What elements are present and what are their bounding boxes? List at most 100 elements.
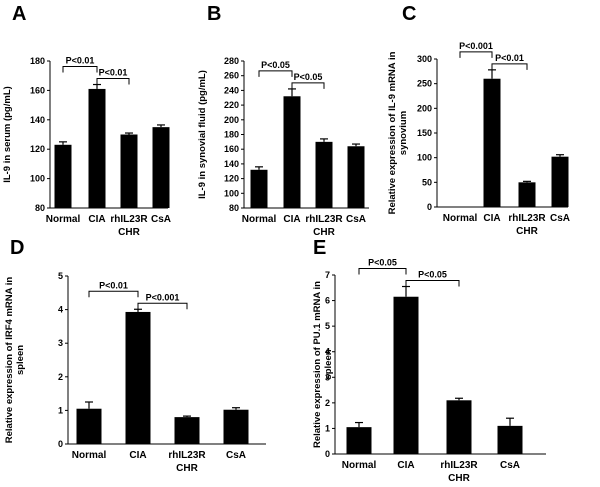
y-tick-label: 180 bbox=[224, 130, 239, 140]
y-tick-label: 260 bbox=[224, 71, 239, 81]
y-tick-label: 7 bbox=[325, 270, 330, 280]
y-axis-label-line: spleen bbox=[323, 349, 334, 379]
p-value-label: P<0.05 bbox=[368, 258, 397, 268]
p-value-label: P<0.01 bbox=[99, 280, 128, 290]
y-tick-label: 50 bbox=[422, 177, 432, 187]
y-tick-label: 2 bbox=[325, 398, 330, 408]
bar-rhil23r bbox=[120, 134, 138, 208]
y-axis-label: Relative expression of PU.1 mRNA insplee… bbox=[312, 281, 334, 448]
category-label: rhIL23R bbox=[168, 450, 206, 461]
y-tick-label: 0 bbox=[58, 439, 63, 449]
bar-normal bbox=[250, 169, 268, 208]
y-tick-label: 250 bbox=[417, 79, 432, 89]
category-label: rhIL23R bbox=[305, 214, 343, 225]
y-axis-label: Relative expression of IRF4 mRNA insplee… bbox=[4, 277, 26, 444]
p-value-label: P<0.001 bbox=[459, 41, 493, 51]
chart-panel-a: A 80 100 120 140 160 180 IL-9 in serum (pg/mL) N… bbox=[2, 3, 171, 238]
significance-bracket bbox=[62, 66, 98, 73]
panel-label: B bbox=[207, 3, 221, 25]
y-tick-label: 140 bbox=[224, 159, 239, 169]
y-tick-label: 200 bbox=[417, 103, 432, 113]
bar-normal bbox=[451, 206, 469, 208]
chart-panel-c: C 0 50 100 150 200 250 300 Relative expression o… bbox=[387, 3, 570, 237]
y-tick-label: 3 bbox=[58, 338, 63, 348]
category-label: rhIL23R bbox=[440, 460, 478, 471]
bar-csa bbox=[497, 425, 523, 454]
category-label: CsA bbox=[151, 214, 171, 225]
y-tick-label: 280 bbox=[224, 56, 239, 66]
bar-cia bbox=[88, 88, 106, 208]
y-tick-label: 1 bbox=[58, 405, 63, 415]
significance-bracket bbox=[491, 63, 528, 70]
chart-panel-b: B 80 100 120 140 160 180 200 220 240 260 280 IL-9 in… bbox=[197, 3, 369, 238]
y-tick-label: 1 bbox=[325, 423, 330, 433]
category-sublabel: CHR bbox=[118, 227, 140, 238]
p-value-label: P<0.05 bbox=[294, 72, 323, 82]
bar-cia bbox=[283, 96, 301, 208]
panel-label: D bbox=[10, 237, 24, 259]
p-value-label: P<0.01 bbox=[66, 56, 95, 66]
category-label: CsA bbox=[226, 450, 246, 461]
panel-label: A bbox=[12, 3, 26, 25]
p-value-label: P<0.05 bbox=[418, 270, 447, 280]
y-tick-label: 100 bbox=[30, 174, 45, 184]
y-tick-label: 180 bbox=[30, 56, 45, 66]
category-label: CsA bbox=[550, 213, 570, 224]
y-tick-label: 240 bbox=[224, 85, 239, 95]
y-axis-label: IL-9 in serum (pg/mL) bbox=[2, 86, 13, 183]
category-label: CsA bbox=[500, 460, 520, 471]
category-label: CIA bbox=[397, 460, 414, 471]
panel-label: C bbox=[402, 3, 416, 25]
bar-csa bbox=[347, 146, 365, 208]
category-label: Normal bbox=[342, 460, 377, 471]
bar-rhil23r bbox=[174, 417, 200, 444]
significance-bracket bbox=[88, 290, 139, 298]
y-tick-label: 300 bbox=[417, 54, 432, 64]
y-tick-label: 80 bbox=[229, 203, 239, 213]
bar-cia bbox=[125, 311, 151, 444]
y-tick-label: 100 bbox=[224, 188, 239, 198]
category-label: CIA bbox=[129, 450, 146, 461]
y-axis-label-line: spleen bbox=[15, 345, 26, 375]
category-label: CIA bbox=[88, 214, 105, 225]
y-tick-label: 0 bbox=[427, 202, 432, 212]
y-tick-label: 100 bbox=[417, 153, 432, 163]
y-tick-label: 4 bbox=[325, 347, 330, 357]
significance-bracket bbox=[258, 70, 293, 77]
category-sublabel: CHR bbox=[313, 227, 335, 238]
category-sublabel: CHR bbox=[448, 473, 470, 484]
y-tick-label: 5 bbox=[58, 271, 63, 281]
category-sublabel: CHR bbox=[516, 226, 538, 237]
y-tick-label: 5 bbox=[325, 321, 330, 331]
bar-rhil23r bbox=[446, 400, 472, 454]
y-tick-label: 3 bbox=[325, 372, 330, 382]
category-label: Normal bbox=[443, 213, 478, 224]
y-axis-label-line: synovium bbox=[398, 111, 409, 155]
significance-bracket bbox=[291, 82, 325, 89]
bar-csa bbox=[152, 127, 170, 208]
significance-bracket bbox=[96, 78, 130, 85]
y-axis-label-line: Relative expression of IRF4 mRNA in bbox=[4, 277, 15, 444]
bar-normal bbox=[54, 144, 72, 208]
y-tick-label: 2 bbox=[58, 372, 63, 382]
y-tick-label: 220 bbox=[224, 100, 239, 110]
category-sublabel: CHR bbox=[176, 463, 198, 474]
category-label: Normal bbox=[46, 214, 81, 225]
bar-cia bbox=[483, 78, 501, 207]
significance-bracket bbox=[137, 302, 188, 310]
bar-normal bbox=[76, 408, 102, 444]
y-tick-label: 6 bbox=[325, 296, 330, 306]
y-axis-label: Relative expression of IL-9 mRNA insynov… bbox=[387, 51, 409, 214]
category-label: rhIL23R bbox=[508, 213, 546, 224]
y-tick-label: 150 bbox=[417, 128, 432, 138]
y-tick-label: 4 bbox=[58, 305, 63, 315]
significance-bracket bbox=[459, 51, 493, 58]
p-value-label: P<0.05 bbox=[261, 60, 290, 70]
bar-cia bbox=[393, 296, 419, 454]
y-axis-label: IL-9 in synovial fluid (pg/mL) bbox=[197, 70, 208, 199]
bar-normal bbox=[346, 427, 372, 454]
category-label: CIA bbox=[483, 213, 500, 224]
significance-bracket bbox=[358, 268, 407, 275]
